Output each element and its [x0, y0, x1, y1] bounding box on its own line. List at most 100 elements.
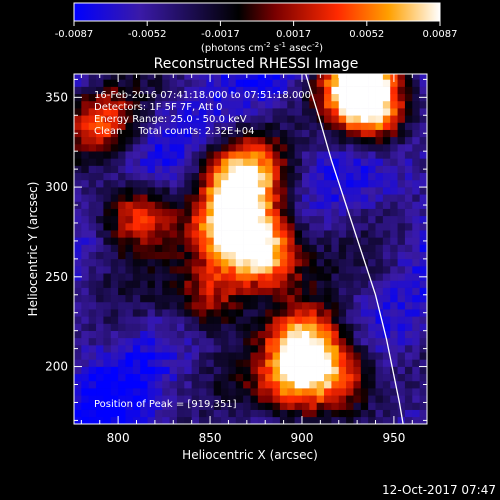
- heatmap-cell: [272, 222, 281, 231]
- heatmap-cell: [331, 287, 340, 296]
- heatmap-cell: [250, 100, 259, 109]
- heatmap-cell: [257, 366, 266, 375]
- heatmap-cell: [279, 373, 288, 382]
- heatmap-cell: [265, 380, 273, 389]
- heatmap-cell: [235, 251, 244, 260]
- heatmap-cell: [279, 266, 288, 274]
- heatmap-cell: [346, 359, 354, 367]
- heatmap-cell: [331, 352, 340, 360]
- heatmap-cell: [265, 337, 273, 346]
- heatmap-cell: [338, 237, 347, 245]
- heatmap-cell: [287, 93, 295, 102]
- heatmap-cell: [184, 115, 192, 123]
- heatmap-cell: [265, 208, 273, 217]
- heatmap-cell: [324, 388, 332, 396]
- heatmap-cell: [390, 144, 398, 152]
- heatmap-cell: [147, 165, 156, 174]
- heatmap-cell: [96, 237, 104, 245]
- heatmap-cell: [221, 409, 229, 418]
- heatmap-cell: [257, 187, 266, 195]
- heatmap-cell: [287, 158, 295, 166]
- heatmap-cell: [169, 201, 178, 209]
- heatmap-cell: [250, 165, 259, 174]
- heatmap-cell: [235, 416, 244, 424]
- heatmap-cell: [125, 266, 134, 274]
- heatmap-cell: [228, 93, 237, 102]
- heatmap-cell: [213, 93, 222, 102]
- heatmap-cell: [176, 388, 185, 396]
- heatmap-cell: [235, 373, 244, 382]
- heatmap-cell: [412, 100, 420, 109]
- heatmap-cell: [110, 100, 119, 109]
- heatmap-cell: [110, 337, 119, 346]
- heatmap-cell: [382, 237, 391, 245]
- heatmap-cell: [103, 380, 112, 389]
- heatmap-cell: [287, 409, 295, 418]
- heatmap-cell: [397, 151, 406, 159]
- heatmap-cell: [301, 108, 310, 116]
- heatmap-cell: [419, 395, 427, 403]
- heatmap-cell: [228, 251, 237, 260]
- heatmap-cell: [176, 416, 185, 424]
- heatmap-cell: [228, 416, 237, 424]
- heatmap-cell: [338, 122, 347, 130]
- heatmap-cell: [74, 366, 82, 375]
- heatmap-cell: [419, 215, 427, 224]
- heatmap-cell: [125, 380, 134, 389]
- heatmap-cell: [243, 108, 251, 116]
- heatmap-cell: [309, 79, 317, 87]
- heatmap-cell: [103, 79, 112, 87]
- heatmap-cell: [272, 352, 281, 360]
- annotation-clean-counts: Clean Total counts: 2.32E+04: [94, 126, 254, 137]
- heatmap-cell: [353, 144, 362, 152]
- heatmap-cell: [132, 86, 141, 95]
- heatmap-cell: [331, 129, 340, 138]
- heatmap-cell: [265, 165, 273, 174]
- heatmap-cell: [96, 215, 104, 224]
- heatmap-cell: [404, 316, 413, 324]
- heatmap-cell: [375, 201, 384, 209]
- heatmap-cell: [301, 100, 310, 109]
- heatmap-cell: [81, 100, 90, 109]
- heatmap-cell: [287, 380, 295, 389]
- heatmap-cell: [162, 215, 170, 224]
- heatmap-cell: [331, 201, 340, 209]
- heatmap-cell: [265, 366, 273, 375]
- heatmap-cell: [353, 158, 362, 166]
- heatmap-cell: [294, 129, 303, 138]
- heatmap-cell: [257, 359, 266, 367]
- heatmap-cell: [353, 129, 362, 138]
- heatmap-cell: [243, 373, 251, 382]
- heatmap-cell: [250, 144, 259, 152]
- heatmap-cell: [412, 93, 420, 102]
- heatmap-cell: [191, 201, 200, 209]
- heatmap-cell: [382, 187, 391, 195]
- heatmap-cell: [74, 222, 82, 231]
- heatmap-cell: [81, 409, 90, 418]
- heatmap-cell: [191, 266, 200, 274]
- heatmap-cell: [199, 237, 207, 245]
- heatmap-cell: [206, 273, 215, 281]
- heatmap-cell: [110, 373, 119, 382]
- heatmap-cell: [279, 100, 288, 109]
- heatmap-cell: [96, 79, 104, 87]
- heatmap-cell: [213, 172, 222, 181]
- heatmap-cell: [419, 287, 427, 296]
- heatmap-cell: [397, 122, 406, 130]
- heatmap-cell: [412, 273, 420, 281]
- heatmap-cell: [353, 273, 362, 281]
- heatmap-cell: [375, 402, 384, 410]
- heatmap-cell: [199, 201, 207, 209]
- heatmap-cell: [257, 136, 266, 145]
- heatmap-cell: [294, 280, 303, 288]
- heatmap-cell: [118, 280, 126, 288]
- heatmap-cell: [125, 179, 134, 188]
- heatmap-cell: [412, 158, 420, 166]
- heatmap-cell: [301, 79, 310, 87]
- heatmap-cell: [397, 416, 406, 424]
- heatmap-cell: [169, 215, 178, 224]
- heatmap-cell: [81, 273, 90, 281]
- heatmap-cell: [140, 93, 148, 102]
- heatmap-cell: [375, 366, 384, 375]
- heatmap-cell: [132, 158, 141, 166]
